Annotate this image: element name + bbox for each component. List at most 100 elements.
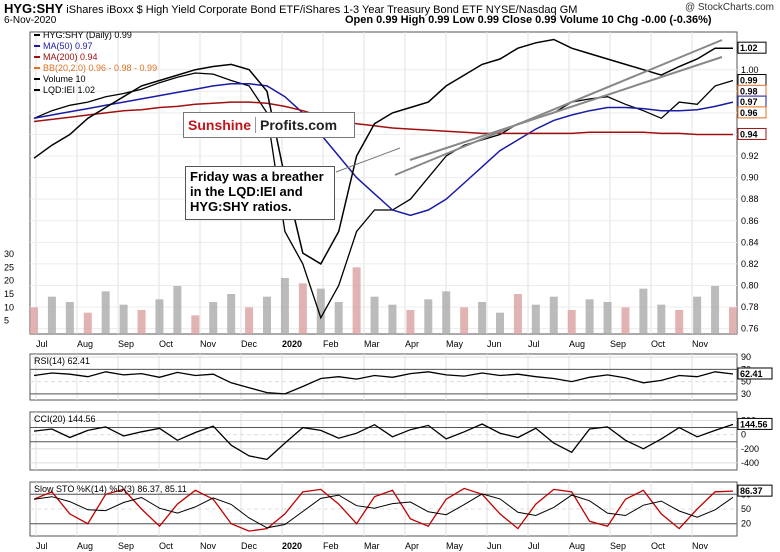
volume-bar — [675, 310, 684, 334]
month-label: May — [446, 541, 464, 551]
indicator-value-rsi: 62.41 — [740, 369, 763, 379]
y-tick-label-rsi: 50 — [741, 377, 751, 387]
price-label-hyg: 0.99 — [740, 76, 758, 86]
volume-bar — [245, 307, 254, 334]
month-label: Apr — [405, 339, 419, 349]
logo-right: Profits.com — [260, 117, 338, 133]
volume-bar — [137, 310, 146, 334]
volume-bar — [83, 312, 92, 334]
indicator-value-box-sto — [737, 484, 773, 497]
month-label: Dec — [241, 339, 258, 349]
trendline — [394, 39, 723, 176]
volume-bar — [585, 299, 594, 334]
month-label: Sep — [118, 541, 134, 551]
price-label-ma50: 0.97 — [740, 97, 758, 107]
y-tick-label: 0.88 — [741, 194, 759, 204]
month-label: Sep — [610, 339, 626, 349]
volume-bar — [65, 302, 74, 334]
indicator-value-sto: 86.37 — [740, 486, 763, 496]
volume-tick-label: 25 — [4, 262, 14, 272]
volume-bar — [280, 278, 289, 334]
series-line-2 — [33, 101, 733, 136]
volume-bar — [101, 291, 110, 334]
indicator-line-rsi — [33, 371, 734, 395]
trendline — [409, 56, 723, 161]
month-label: Jul — [36, 339, 48, 349]
volume-bar — [227, 294, 236, 334]
month-label: Feb — [323, 339, 339, 349]
month-label: Aug — [77, 541, 93, 551]
series-line-0 — [33, 72, 734, 320]
y-tick-label: 1.00 — [741, 65, 759, 75]
month-label: Jul — [528, 541, 540, 551]
month-label: Feb — [323, 541, 339, 551]
y-tick-label: 0.80 — [741, 280, 759, 290]
symbol: HYG:SHY — [4, 1, 64, 16]
month-label: Nov — [692, 541, 709, 551]
volume-bar — [478, 302, 487, 334]
panel-frame-cci — [29, 411, 738, 471]
volume-bar — [370, 296, 379, 334]
volume-bar — [316, 288, 325, 334]
volume-bar — [531, 304, 540, 334]
legend-entry: MA(50) 0.97 — [43, 41, 93, 51]
y-tick-label: 0.90 — [741, 173, 759, 183]
series-line-3 — [33, 38, 733, 265]
legend-entry: BB(20,2.0) 0.96 - 0.98 - 0.99 — [43, 63, 157, 73]
y-tick-label-rsi: 90 — [741, 352, 751, 362]
month-label: Oct — [159, 339, 174, 349]
volume-bar — [603, 302, 612, 334]
series-line-1 — [33, 83, 734, 217]
month-label: Jun — [487, 541, 502, 551]
volume-tick-label: 15 — [4, 289, 14, 299]
month-label: Mar — [364, 339, 380, 349]
legend-entry: LQD:IEI 1.02 — [43, 85, 95, 95]
legend-entry: Volume 10 — [43, 74, 86, 84]
y-tick-label-cci: -400 — [741, 458, 759, 468]
price-label-box — [737, 106, 767, 119]
month-label: 2020 — [282, 541, 302, 551]
watermark: @ StockCharts.com — [684, 2, 774, 13]
y-tick-label: 0.92 — [741, 151, 759, 161]
volume-bar — [191, 315, 200, 334]
volume-bar — [334, 302, 343, 334]
legend-entry: HYG:SHY (Daily) 0.99 — [43, 30, 132, 40]
y-tick-label-sto: 50 — [741, 504, 751, 514]
indicator-label-cci: CCI(20) 144.56 — [34, 414, 96, 424]
volume-bar — [155, 299, 164, 334]
month-label: Mar — [364, 541, 380, 551]
volume-bar — [442, 291, 451, 334]
month-label: Dec — [241, 541, 258, 551]
month-label: Nov — [200, 339, 217, 349]
month-label: Jul — [528, 339, 540, 349]
month-label: Jul — [36, 541, 48, 551]
volume-bar — [621, 307, 630, 334]
description: iShares iBoxx $ High Yield Corporate Bon… — [66, 4, 578, 16]
y-tick-label: 0.76 — [741, 324, 759, 334]
volume-bar — [30, 307, 38, 334]
volume-bar — [173, 286, 182, 334]
month-label: Aug — [569, 541, 585, 551]
chart-date: 6-Nov-2020 — [4, 15, 57, 26]
y-tick-label-rsi: 30 — [741, 389, 751, 399]
volume-bar — [639, 288, 648, 334]
legend-entry: MA(200) 0.94 — [43, 52, 98, 62]
indicator-line-sto — [33, 487, 734, 532]
volume-bar — [263, 296, 271, 334]
month-label: 2020 — [282, 339, 302, 349]
volume-bar — [388, 304, 397, 334]
volume-bar — [406, 310, 415, 334]
volume-bar — [549, 296, 558, 334]
volume-bar — [209, 302, 218, 334]
month-label: Oct — [159, 541, 174, 551]
month-label: Sep — [118, 339, 134, 349]
month-label: Nov — [200, 541, 217, 551]
volume-bar — [47, 296, 56, 334]
annotation-note: Friday was a breather in the LQD:IEI and… — [185, 166, 335, 220]
y-tick-label: 0.78 — [741, 302, 759, 312]
volume-tick-label: 20 — [4, 276, 14, 286]
volume-bar — [729, 307, 737, 334]
volume-tick-label: 10 — [4, 302, 14, 312]
month-label: May — [446, 339, 464, 349]
volume-bar — [298, 283, 307, 334]
